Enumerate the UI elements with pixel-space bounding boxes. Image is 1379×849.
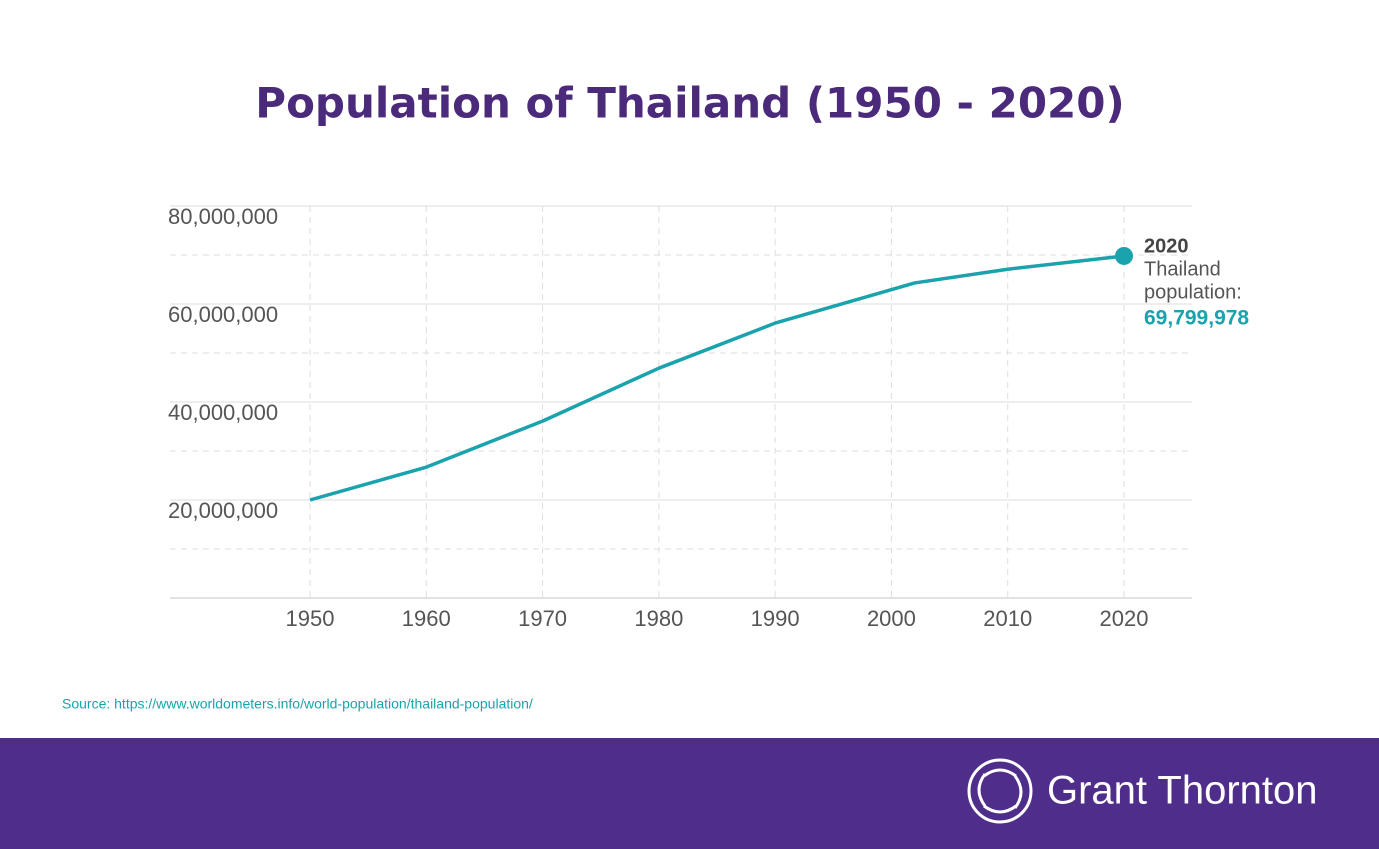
x-tick-label: 1970 (518, 606, 567, 631)
x-tick-label: 1980 (634, 606, 683, 631)
brand: Grant Thornton (1047, 769, 1318, 813)
footer-band (0, 738, 1379, 849)
y-tick-label: 20,000,000 (168, 498, 278, 523)
x-tick-label: 1990 (751, 606, 800, 631)
logo-icon (967, 758, 1033, 824)
x-tick-label: 1960 (402, 606, 451, 631)
x-tick-label: 2000 (867, 606, 916, 631)
annotation-text: population: (1144, 281, 1242, 303)
y-tick-label: 40,000,000 (168, 400, 278, 425)
x-tick-label: 1950 (286, 606, 335, 631)
x-tick-label: 2020 (1100, 606, 1149, 631)
x-tick-label: 2010 (983, 606, 1032, 631)
y-tick-label: 80,000,000 (168, 204, 278, 229)
annotation-text: Thailand (1144, 258, 1221, 280)
source: Source: https://www.worldometers.info/wo… (62, 696, 533, 712)
end-marker (1115, 246, 1133, 265)
y-tick-label: 60,000,000 (168, 302, 278, 327)
annotation-value: 69,799,978 (1144, 307, 1249, 330)
data-line (309, 254, 1125, 502)
annotation-year: 2020 (1144, 235, 1189, 257)
chart-title: Population of Thailand (1950 - 2020) (255, 79, 1124, 128)
